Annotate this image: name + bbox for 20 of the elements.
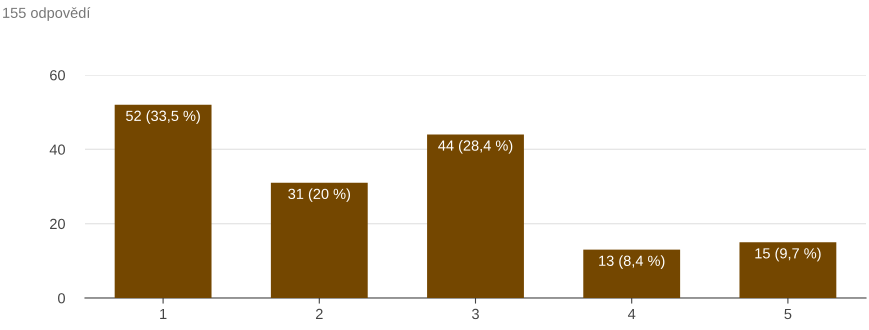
bar bbox=[583, 250, 680, 298]
x-tick-label: 2 bbox=[316, 308, 323, 319]
chart-title: 155 odpovědí bbox=[3, 7, 90, 21]
data-label: 31 (20 %) bbox=[288, 188, 350, 202]
y-tick-label: 0 bbox=[58, 293, 65, 304]
x-tick-label: 4 bbox=[628, 308, 636, 319]
data-label: 15 (9,7 %) bbox=[755, 248, 821, 262]
bar bbox=[427, 134, 524, 298]
bar bbox=[114, 104, 212, 298]
data-label: 52 (33,5 %) bbox=[126, 110, 200, 124]
x-tick-label: 5 bbox=[784, 308, 792, 320]
data-label: 44 (28,4 %) bbox=[438, 140, 512, 154]
bar bbox=[739, 242, 836, 298]
y-tick-label: 40 bbox=[50, 144, 65, 155]
data-label: 13 (8,4 %) bbox=[599, 255, 664, 269]
x-tick-label: 1 bbox=[160, 308, 166, 319]
bar bbox=[270, 182, 368, 298]
x-tick-label: 3 bbox=[472, 308, 479, 320]
y-tick-label: 20 bbox=[50, 218, 65, 230]
y-tick-label: 60 bbox=[50, 70, 65, 80]
